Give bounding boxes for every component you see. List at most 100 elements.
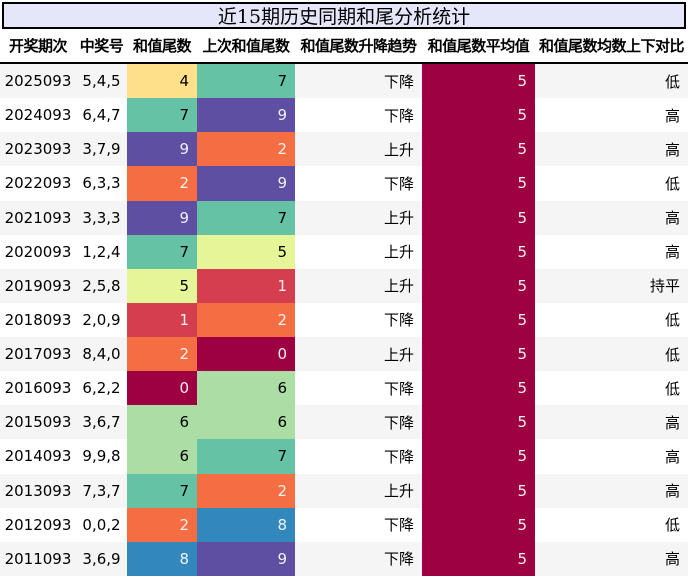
cell-prev-sum-tail: 5 [197,234,295,269]
cell-winning-number: 5,4,5 [82,72,121,91]
cell-prev-sum-tail: 8 [197,507,295,542]
cell-trend: 上升 [383,482,414,501]
cell-sum-tail: 1 [127,302,197,337]
cell-prev-sum-tail: 9 [197,98,295,133]
cell-trend: 上升 [383,209,414,228]
cell-average: 5 [422,98,535,133]
cell-mean-compare: 高 [664,550,680,569]
cell-trend: 上升 [383,140,414,159]
cell-draw-period: 2016093 [4,379,72,398]
cell-prev-sum-tail: 2 [197,302,295,337]
cell-sum-tail: 9 [127,132,197,167]
cell-sum-tail: 6 [127,439,197,474]
table-row: 2020093 1,2,4 7 5 上升 5 高 [0,234,688,269]
cell-sum-tail: 0 [127,371,197,406]
cell-average: 5 [422,507,535,542]
table-row: 2013093 7,3,7 7 2 上升 5 高 [0,473,688,508]
header-row: 开奖期次 中奖号 和值尾数 上次和值尾数 和值尾数升降趋势 和值尾数平均值 和值尾数均数上下… [0,29,688,64]
cell-draw-period: 2020093 [4,242,72,261]
cell-sum-tail: 2 [127,337,197,372]
cell-draw-period: 2018093 [4,310,72,329]
cell-sum-tail: 4 [127,64,197,99]
table-row: 2025093 5,4,5 4 7 下降 5 低 [0,64,688,99]
cell-mean-compare: 高 [664,209,680,228]
cell-trend: 下降 [383,311,414,330]
cell-winning-number: 3,7,9 [82,140,121,159]
column-header: 中奖号 [79,37,124,55]
cell-draw-period: 2025093 [4,72,72,91]
cell-mean-compare: 高 [664,482,680,501]
cell-draw-period: 2013093 [4,481,72,500]
cell-winning-number: 9,9,8 [82,447,121,466]
cell-winning-number: 3,6,7 [82,413,121,432]
cell-mean-compare: 低 [664,72,680,91]
cell-prev-sum-tail: 7 [197,439,295,474]
page-title: 近15期历史同期和尾分析统计 [217,6,471,28]
cell-winning-number: 0,0,2 [82,515,121,534]
table-row: 2019093 2,5,8 5 1 上升 5 持平 [0,268,688,303]
cell-mean-compare: 高 [664,140,680,159]
cell-mean-compare: 低 [664,311,680,330]
cell-draw-period: 2022093 [4,174,72,193]
cell-draw-period: 2019093 [4,276,72,295]
column-header: 上次和值尾数 [202,37,290,55]
cell-average: 5 [422,200,535,235]
cell-draw-period: 2021093 [4,208,72,227]
cell-sum-tail: 9 [127,200,197,235]
cell-winning-number: 2,5,8 [82,276,121,295]
cell-winning-number: 7,3,7 [82,481,121,500]
cell-average: 5 [422,302,535,337]
cell-sum-tail: 7 [127,473,197,508]
cell-prev-sum-tail: 9 [197,541,295,576]
cell-trend: 下降 [383,516,414,535]
cell-mean-compare: 高 [664,243,680,262]
column-header: 和值尾数均数上下对比 [538,37,685,55]
cell-sum-tail: 8 [127,541,197,576]
cell-mean-compare: 高 [664,447,680,466]
cell-mean-compare: 低 [664,516,680,535]
cell-draw-period: 2024093 [4,106,72,125]
cell-draw-period: 2011093 [4,549,72,568]
cell-winning-number: 6,4,7 [82,106,121,125]
cell-trend: 上升 [383,243,414,262]
cell-draw-period: 2023093 [4,140,72,159]
cell-prev-sum-tail: 2 [197,473,295,508]
table-row: 2024093 6,4,7 7 9 下降 5 高 [0,98,688,133]
cell-trend: 下降 [383,379,414,398]
table-body: 2025093 5,4,5 4 7 下降 5 低 2024093 6,4,7 7 9 下降 5 高 2023… [0,64,688,576]
cell-average: 5 [422,166,535,201]
cell-average: 5 [422,541,535,576]
cell-average: 5 [422,439,535,474]
table-row: 2015093 3,6,7 6 6 下降 5 高 [0,405,688,440]
cell-mean-compare: 高 [664,106,680,125]
table-row: 2016093 6,2,2 0 6 下降 5 低 [0,371,688,406]
title-box: 近15期历史同期和尾分析统计 [2,2,686,29]
cell-trend: 下降 [383,447,414,466]
cell-trend: 下降 [383,550,414,569]
cell-winning-number: 3,6,9 [82,549,121,568]
cell-trend: 上升 [383,345,414,364]
cell-sum-tail: 6 [127,405,197,440]
cell-winning-number: 1,2,4 [82,242,121,261]
column-header: 和值尾数平均值 [427,37,530,55]
cell-prev-sum-tail: 7 [197,200,295,235]
table-row: 2012093 0,0,2 2 8 下降 5 低 [0,507,688,542]
cell-prev-sum-tail: 1 [197,268,295,303]
cell-trend: 下降 [383,72,414,91]
cell-mean-compare: 低 [664,379,680,398]
cell-trend: 上升 [383,277,414,296]
cell-average: 5 [422,371,535,406]
cell-sum-tail: 5 [127,268,197,303]
cell-draw-period: 2017093 [4,345,72,364]
table-row: 2011093 3,6,9 8 9 下降 5 高 [0,541,688,576]
cell-sum-tail: 7 [127,98,197,133]
column-header: 和值尾数 [132,37,192,55]
cell-average: 5 [422,234,535,269]
cell-trend: 下降 [383,174,414,193]
cell-prev-sum-tail: 7 [197,64,295,99]
table-row: 2023093 3,7,9 9 2 上升 5 高 [0,132,688,167]
cell-draw-period: 2012093 [4,515,72,534]
table-row: 2021093 3,3,3 9 7 上升 5 高 [0,200,688,235]
cell-prev-sum-tail: 6 [197,405,295,440]
